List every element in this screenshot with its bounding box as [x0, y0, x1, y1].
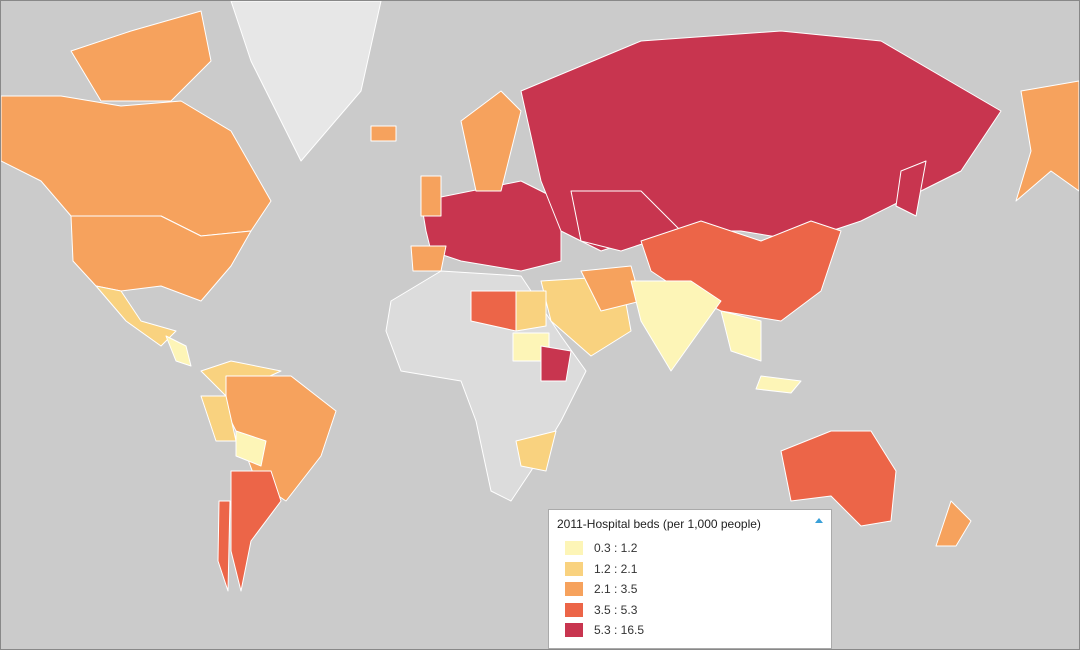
central-america — [165, 335, 192, 367]
chile — [217, 500, 231, 592]
legend-label: 2.1 : 3.5 — [594, 582, 638, 596]
alaska — [1015, 80, 1079, 202]
argentina — [230, 470, 282, 592]
legend-title: 2011-Hospital beds (per 1,000 people) — [557, 517, 761, 531]
legend-swatch — [565, 582, 583, 596]
legend-swatch — [565, 541, 583, 555]
bolivia — [235, 430, 267, 467]
egypt — [515, 290, 547, 332]
spain — [410, 245, 447, 272]
japan — [895, 160, 927, 217]
southeast-asia — [720, 310, 762, 362]
arctic-islands — [70, 10, 212, 102]
indonesia — [755, 375, 802, 394]
ethiopia — [540, 345, 572, 382]
mozambique — [515, 430, 557, 472]
legend-label: 0.3 : 1.2 — [594, 541, 638, 555]
legend: 2011-Hospital beds (per 1,000 people) 0.… — [548, 509, 832, 649]
uk — [420, 175, 442, 217]
mexico — [95, 285, 177, 347]
australia — [780, 430, 897, 527]
scandinavia — [460, 90, 522, 192]
iceland — [370, 125, 397, 142]
new-zealand — [935, 500, 972, 547]
greenland — [230, 1, 382, 162]
collapse-button[interactable] — [815, 518, 823, 523]
legend-label: 1.2 : 2.1 — [594, 561, 638, 576]
legend-swatch — [565, 561, 583, 576]
legend-label: 5.3 : 16.5 — [594, 623, 645, 637]
legend-swatch — [565, 602, 583, 617]
usa — [70, 215, 252, 302]
canada — [1, 95, 272, 237]
legend-label: 3.5 : 5.3 — [594, 602, 638, 617]
legend-swatch — [565, 623, 583, 637]
india — [630, 280, 722, 372]
europe — [420, 180, 562, 272]
